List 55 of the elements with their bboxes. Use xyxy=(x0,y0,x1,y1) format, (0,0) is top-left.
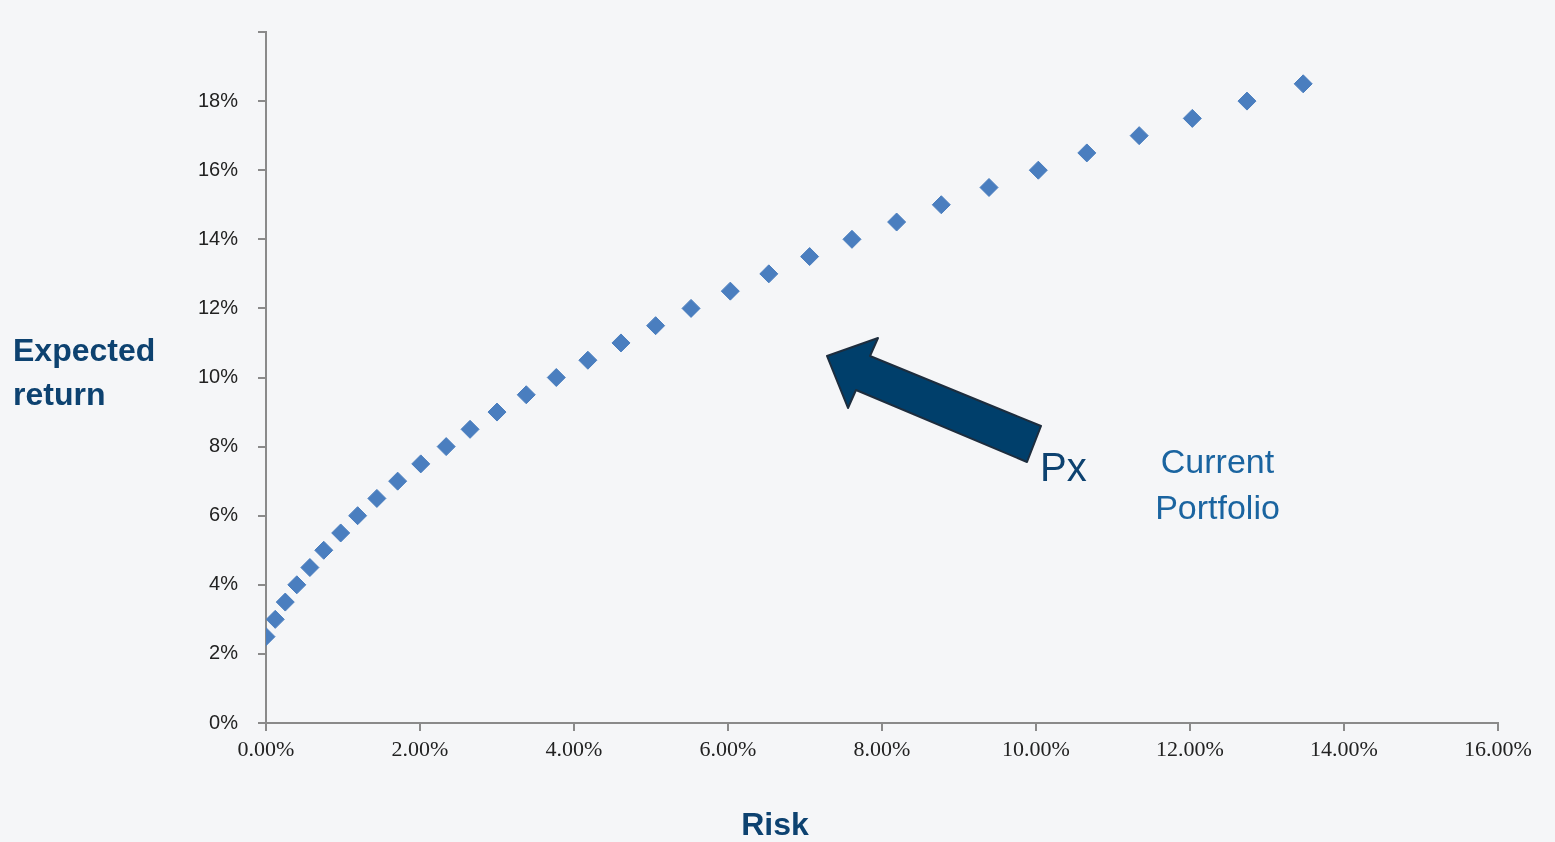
point xyxy=(367,488,387,508)
y-tick-label: 10% xyxy=(197,365,239,388)
point xyxy=(578,350,598,370)
point xyxy=(411,454,431,474)
point xyxy=(1237,91,1257,111)
point xyxy=(436,437,456,457)
point xyxy=(1293,74,1313,94)
point xyxy=(646,316,666,336)
y-tick-label: 14% xyxy=(197,226,239,249)
y-tick-label: 4% xyxy=(209,572,239,595)
y-tick-label: 18% xyxy=(197,88,239,111)
point xyxy=(1129,126,1149,146)
x-tick-label: 12.00% xyxy=(1156,735,1224,761)
x-tick-label: 16.00% xyxy=(1464,735,1532,761)
x-axis-title: Risk xyxy=(740,805,810,842)
annotation: Px xyxy=(1040,444,1087,490)
point xyxy=(681,298,701,318)
point xyxy=(388,471,408,491)
point xyxy=(314,540,334,560)
x-tick-label: 6.00% xyxy=(699,735,757,761)
point xyxy=(300,558,320,578)
point xyxy=(931,195,951,215)
x-tick-label: 8.00% xyxy=(853,735,911,761)
point xyxy=(1077,143,1097,163)
point xyxy=(348,506,368,526)
point xyxy=(266,609,285,629)
point xyxy=(1028,160,1048,180)
point xyxy=(460,419,480,439)
x-tick-label: 0.00% xyxy=(237,735,295,761)
y-tick-label: 6% xyxy=(209,503,239,526)
point xyxy=(487,402,507,422)
y-tick-label: 2% xyxy=(209,641,239,664)
point xyxy=(275,592,295,612)
point xyxy=(287,575,307,595)
x-tick-label: 2.00% xyxy=(391,735,449,761)
annotation: Current Portfolio xyxy=(1154,441,1281,528)
point xyxy=(979,177,999,197)
x-tick-label: 14.00% xyxy=(1310,735,1378,761)
point xyxy=(546,368,566,387)
point xyxy=(759,264,779,284)
point xyxy=(720,281,740,301)
y-tick-label: 8% xyxy=(209,434,239,457)
point xyxy=(611,333,631,353)
x-tick-label: 10.00% xyxy=(1002,735,1070,761)
point xyxy=(887,212,907,232)
y-axis-title: Expected return xyxy=(13,331,157,414)
point xyxy=(331,523,351,543)
x-tick-label: 4.00% xyxy=(545,735,603,761)
y-tick-label: 12% xyxy=(197,295,239,318)
point xyxy=(800,247,820,267)
point xyxy=(516,385,536,405)
point xyxy=(1182,108,1202,128)
point xyxy=(842,229,862,249)
y-tick-label: 16% xyxy=(197,157,239,180)
y-tick-label: 0% xyxy=(209,710,239,733)
